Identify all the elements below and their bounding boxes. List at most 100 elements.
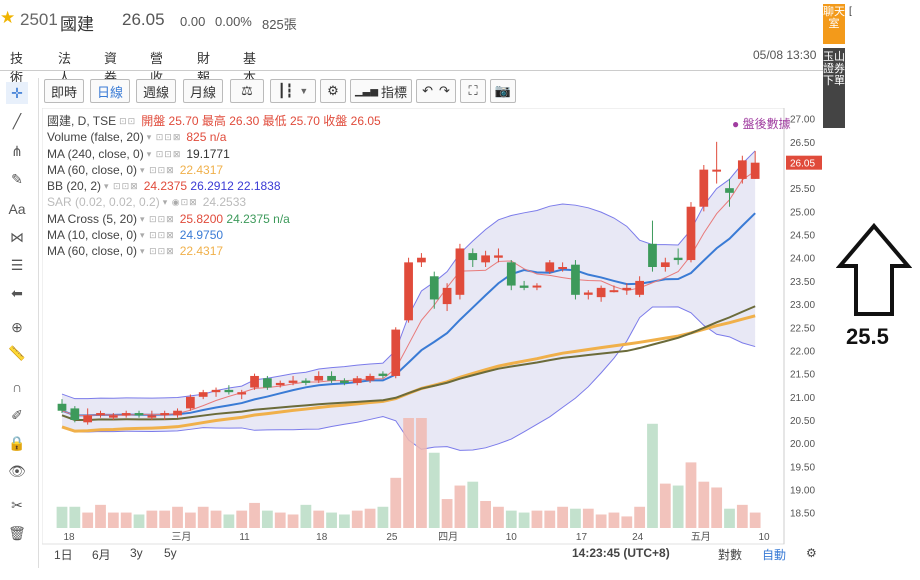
legend-controls[interactable]: ▾ ⊡⊡⊠ [146, 132, 182, 143]
legend-controls[interactable]: ▾ ⊡⊡⊠ [140, 230, 175, 241]
volume-bar [133, 514, 145, 528]
candle-body [609, 290, 619, 293]
auto-scale-toggle[interactable]: 自動 [762, 548, 787, 562]
fullscreen-button[interactable]: ⛶ [460, 79, 486, 103]
volume-bar [364, 508, 376, 528]
x-tick-label: 18 [316, 532, 328, 543]
volume-bar [736, 504, 748, 528]
clock: 14:23:45 (UTC+8) [572, 546, 670, 560]
legend-controls[interactable]: ▾ ⊡⊡⊠ [140, 164, 175, 175]
monthly-button[interactable]: 月線 [183, 79, 223, 103]
volume-bar [531, 510, 543, 528]
legend-controls[interactable]: ⊡⊡ [119, 116, 137, 126]
legend-controls[interactable]: ▾ ⊡⊡⊠ [140, 213, 175, 224]
after-hours-label[interactable]: ● 盤後數據 [732, 117, 791, 131]
range-6m[interactable]: 6月 [92, 548, 111, 562]
volume-bar [223, 514, 235, 528]
fib-icon[interactable]: ☰ [10, 256, 24, 273]
volume-bar [454, 485, 466, 528]
range-3y[interactable]: 3y [130, 546, 143, 560]
eye-icon[interactable]: 👁 [8, 462, 26, 479]
legend-controls[interactable]: ▾ ⊡⊡⊠ [140, 246, 175, 257]
y-tick-label: 26.05 [790, 159, 815, 170]
range-5y[interactable]: 5y [164, 546, 177, 560]
candle-body [442, 287, 452, 305]
y-tick-label: 23.50 [790, 277, 815, 288]
legend-volume: Volume (false, 20) ▾ ⊡⊡⊠ 825 n/a [47, 129, 381, 145]
y-tick-label: 21.50 [790, 370, 815, 381]
candle-body [648, 243, 657, 267]
indicators-icon: ▁▃▅ [354, 85, 379, 97]
magnet-icon[interactable]: ∩ [11, 379, 23, 395]
candle-body [288, 380, 298, 383]
volume-bar [261, 510, 273, 528]
y-tick-label: 22.00 [790, 346, 815, 357]
arrow-left-icon[interactable]: ⬅ [11, 284, 23, 301]
intraday-button[interactable]: 即時 [44, 79, 84, 103]
lock-icon[interactable]: 🔒 [8, 434, 26, 451]
pencil-lock-icon[interactable]: ✐ [11, 406, 23, 423]
candle-body [686, 206, 696, 261]
volume-bar [582, 508, 594, 528]
candle-body [596, 287, 606, 298]
legend-controls[interactable]: ▾ ⊡⊡⊠ [104, 181, 139, 192]
trade-volume: 825張 [262, 17, 297, 32]
chart-type-button[interactable]: ┃┇ ▼ [270, 79, 316, 103]
legend-controls[interactable]: ▾ ◉⊡⊠ [162, 197, 198, 208]
y-tick-label: 26.50 [790, 138, 815, 149]
candle-body [737, 160, 747, 179]
pitchfork-icon[interactable]: ⋔ [11, 142, 23, 159]
candle-body [468, 253, 478, 261]
volume-bar [428, 452, 440, 528]
pattern-icon[interactable]: ⋈ [10, 228, 24, 245]
trash-icon[interactable]: 🗑 [8, 524, 26, 541]
indicators-button[interactable]: ▁▃▅ 指標 [350, 79, 412, 103]
candle-body [622, 287, 632, 291]
zoom-icon[interactable]: ⊕ [11, 318, 23, 335]
undo-icon[interactable]: ↶ [422, 83, 433, 98]
y-tick-label: 21.00 [790, 393, 815, 404]
undo-redo-group[interactable]: ↶ ↷ [416, 79, 456, 103]
measure-icon[interactable]: 📏 [8, 344, 26, 361]
redo-icon[interactable]: ↷ [439, 83, 450, 98]
chat-room-button[interactable]: 聊天室 [823, 4, 845, 44]
x-tick-label: 11 [239, 532, 250, 543]
candle-body [429, 276, 439, 300]
text-icon[interactable]: Aa [8, 201, 26, 217]
candle-body [121, 413, 131, 416]
star-icon[interactable]: ★ [0, 8, 16, 27]
snapshot-button[interactable]: 📷 [490, 79, 516, 103]
legend-controls[interactable]: ▾ ⊡⊡⊠ [146, 148, 182, 159]
volume-bar [416, 418, 427, 528]
price-chart[interactable]: 27.00 26.50 26.05 25.50 25.00 24.50 24.00 23.50… [42, 108, 828, 560]
volume-bar [236, 510, 248, 528]
x-tick-label: 17 [576, 532, 588, 543]
range-1d[interactable]: 1日 [54, 548, 73, 562]
log-scale-toggle[interactable]: 對數 [718, 548, 743, 562]
chart-toolbar: 即時 日線 週線 月線 ⚖ ┃┇ ▼ ⚙ ▁▃▅ 指標 ↶ ↷ ⛶ 📷 [40, 79, 830, 105]
daily-button[interactable]: 日線 [90, 79, 130, 103]
candle-body [108, 415, 118, 418]
candle-body [327, 375, 336, 381]
candle-body [699, 169, 709, 207]
legend-ma240-value: 19.1771 [186, 146, 230, 161]
y-tick-label: 20.00 [790, 439, 815, 450]
volume-bar [300, 504, 312, 528]
remove-drawings-icon[interactable]: ✂ [11, 496, 23, 513]
volume-bar [56, 506, 68, 528]
weekly-button[interactable]: 週線 [136, 79, 176, 103]
broker-order-button[interactable]: 玉山證券下單 [823, 48, 845, 128]
candle-body [571, 264, 580, 295]
legend-symbol: 國建, D, TSE [47, 114, 117, 128]
brush-icon[interactable]: ✎ [11, 170, 23, 187]
gear-icon[interactable]: ⚙ [806, 546, 817, 560]
bollinger-band-fill [62, 150, 756, 451]
indicators-label: 指標 [381, 84, 408, 100]
crosshair-icon[interactable]: ✛ [6, 82, 28, 104]
compare-button[interactable]: ⚖ [230, 79, 264, 103]
candle-body [673, 257, 683, 261]
x-tick-label: 五月 [691, 531, 711, 543]
settings-button[interactable]: ⚙ [320, 79, 346, 103]
trendline-icon[interactable]: ╱ [12, 112, 22, 129]
volume-bar [749, 512, 761, 528]
